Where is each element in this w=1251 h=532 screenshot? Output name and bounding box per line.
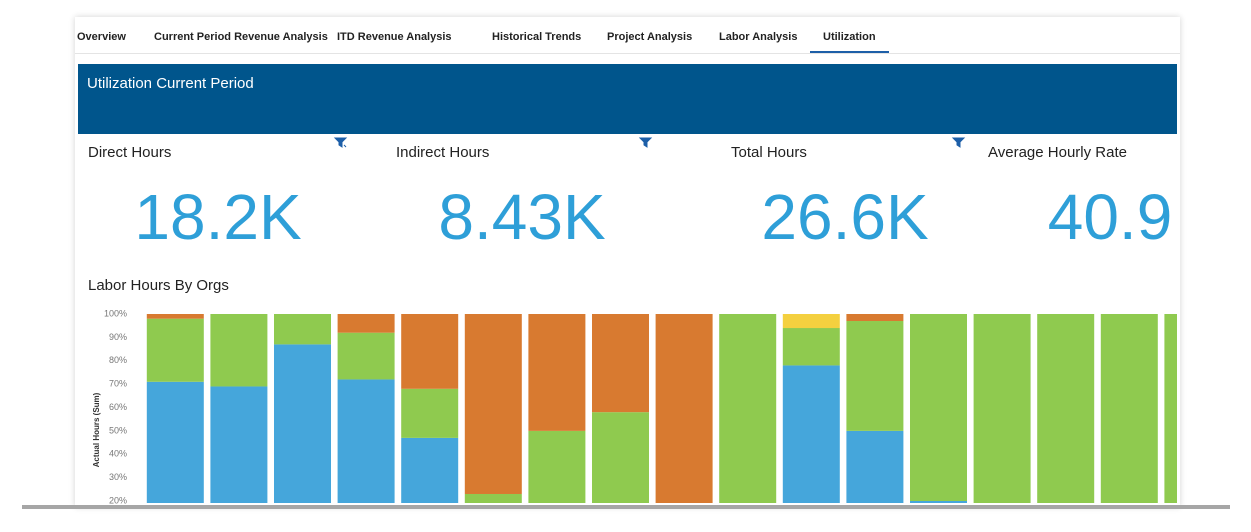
plot-area [146,314,1177,503]
y-tick-label: 40% [109,449,127,459]
bar-segment [1164,314,1177,503]
bar-segment [592,412,649,503]
bar-segment [1100,314,1158,503]
bar-segment [782,328,840,366]
bar-segment [274,314,331,345]
bar-segment [401,437,459,503]
bar-segment [146,381,204,503]
y-tick-label: 100% [104,308,127,318]
kpi-label: Average Hourly Rate [988,144,1127,161]
bar-segment [464,314,522,494]
kpi-label: Direct Hours [88,144,172,161]
y-tick-label: 70% [109,379,127,389]
bar-segment [210,314,268,387]
chart-title: Labor Hours By Orgs [88,277,229,294]
y-tick-label: 90% [109,332,127,342]
kpi-value: 8.43K [438,181,606,253]
y-tick-label: 80% [109,355,127,365]
y-tick-label: 20% [109,495,127,505]
bar-segment [592,314,649,413]
bottom-shadow [22,505,1230,509]
bar-segment [973,314,1031,503]
bar-segment [337,332,395,380]
bar-segment [401,314,459,389]
bar-segment [146,314,204,319]
header-title: Utilization Current Period [87,75,254,92]
nav-tab[interactable]: Current Period Revenue Analysis [154,31,328,43]
bar-segment [401,388,459,438]
bar-segment [337,314,395,333]
kpi-label: Total Hours [731,144,807,161]
nav-tab[interactable]: ITD Revenue Analysis [337,31,452,43]
bar-segment [146,318,204,382]
nav-tab[interactable]: Project Analysis [607,31,693,43]
header-bar: Utilization Current Period [78,64,1177,134]
bar-segment [782,365,840,503]
kpi-value: 18.2K [134,181,302,253]
nav-tab[interactable]: Utilization [823,31,876,43]
y-tick-label: 50% [109,425,127,435]
bar-segment [337,379,395,503]
bar-segment [210,386,268,503]
bar-segment [846,314,904,322]
nav-tab[interactable]: Overview [77,31,126,43]
bar-segment [274,344,331,503]
bar-segment [719,314,777,503]
bar-segment [910,314,967,501]
bar-segment [782,314,840,329]
nav-tab[interactable]: Historical Trends [492,31,582,43]
kpi-value: 26.6K [761,181,929,253]
active-tab-underline [810,51,889,53]
bar-segment [655,314,713,503]
bar-segment [528,314,586,431]
bar-segment [464,493,522,503]
y-tick-label: 60% [109,402,127,412]
tab-divider [75,53,1180,54]
bar-segment [910,501,967,503]
bar-segment [846,321,904,431]
nav-tab[interactable]: Labor Analysis [719,31,798,43]
y-axis-label: Actual Hours (Sum) [92,392,101,467]
bar-segment [1037,314,1095,503]
bar-segment [528,430,586,503]
y-tick-label: 30% [109,472,127,482]
bar-segment [846,430,904,503]
kpi-label: Indirect Hours [396,144,490,161]
kpi-value: 40.9 [1047,181,1173,253]
filter-icons [333,137,966,148]
